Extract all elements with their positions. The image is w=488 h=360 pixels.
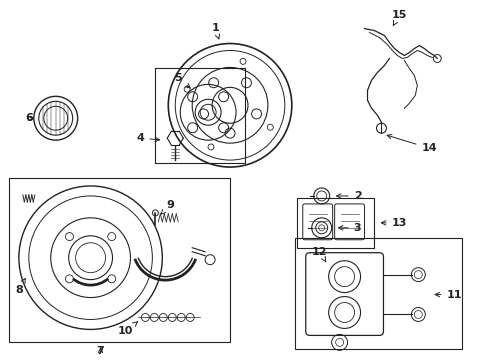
Text: 3: 3 [338, 223, 361, 233]
Text: 1: 1 [211, 23, 219, 39]
Text: 11: 11 [434, 289, 461, 300]
Bar [296, 198, 374, 248]
Bar [294, 238, 461, 349]
Bar [9, 178, 229, 342]
Text: 12: 12 [311, 247, 327, 262]
Text: 5: 5 [174, 73, 190, 88]
Text: 15: 15 [391, 10, 406, 25]
Text: 4: 4 [136, 133, 159, 143]
Text: 10: 10 [118, 322, 137, 336]
Text: 13: 13 [381, 218, 406, 228]
Text: 9: 9 [161, 200, 174, 214]
Text: 6: 6 [25, 113, 33, 123]
Text: 8: 8 [15, 279, 25, 294]
Bar [155, 68, 244, 163]
Text: 14: 14 [386, 135, 436, 153]
Text: 2: 2 [336, 191, 361, 201]
Text: 7: 7 [97, 346, 104, 356]
